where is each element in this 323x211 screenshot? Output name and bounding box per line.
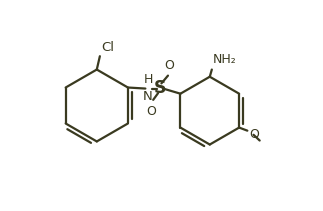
Text: O: O (164, 59, 174, 72)
Text: N: N (143, 90, 153, 103)
Text: O: O (249, 128, 259, 141)
Text: H: H (143, 73, 153, 86)
Text: Cl: Cl (101, 41, 114, 54)
Text: O: O (147, 105, 156, 118)
Text: NH₂: NH₂ (213, 53, 237, 66)
Text: S: S (153, 79, 166, 97)
